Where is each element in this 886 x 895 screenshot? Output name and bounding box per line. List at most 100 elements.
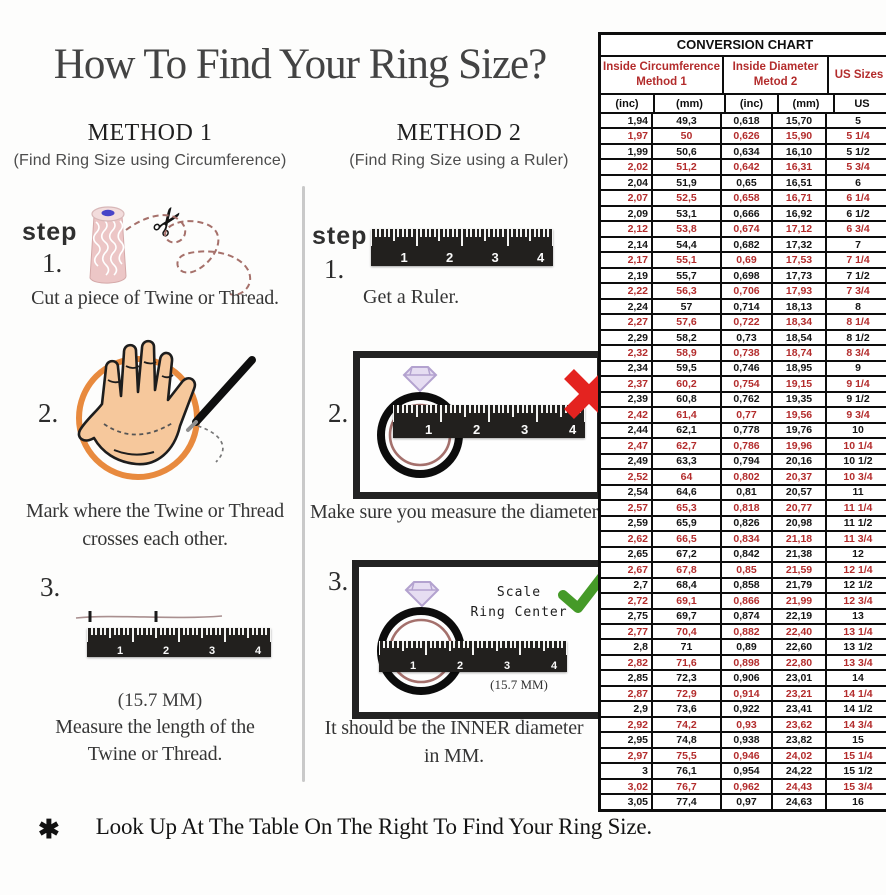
table-cell: 18,54 xyxy=(773,330,827,345)
table-cell: 6 1/4 xyxy=(846,192,870,205)
table-cell: 12 1/2 xyxy=(843,579,873,592)
ruler-tick xyxy=(492,405,495,413)
method2-step3-number: 3. xyxy=(328,566,349,596)
ruler-tick xyxy=(519,641,521,655)
table-cell: 5 1/2 xyxy=(846,145,870,158)
table-cell: 14 1/2 xyxy=(843,703,873,716)
table-row: 2,65 67,2 0,842 21,38 12 xyxy=(601,547,886,564)
table-cell: 6 3/4 xyxy=(846,223,870,236)
ruler-tick xyxy=(420,229,423,237)
ruler-tick xyxy=(488,405,490,422)
ruler-tick xyxy=(531,405,534,413)
table-cell: 10 1/4 xyxy=(843,439,873,452)
table-cell: 0,93 xyxy=(722,717,773,732)
table-cell: 2,19 xyxy=(601,268,653,283)
ruler-tick xyxy=(429,229,432,237)
table-row: 2,72 69,1 0,866 21,99 12 3/4 xyxy=(601,594,886,610)
table-row: 3,02 76,7 0,962 24,43 15 3/4 xyxy=(601,779,886,796)
ruler-tick xyxy=(237,628,240,635)
method1-step2-number: 2. xyxy=(38,398,59,428)
ruler-image: 1 2 3 4 xyxy=(371,229,553,266)
ruler-tick xyxy=(442,229,445,237)
table-cell: 53,1 xyxy=(653,206,722,221)
ruler-tick xyxy=(555,405,558,413)
table-cell: 2,75 xyxy=(601,609,653,623)
ruler-tick xyxy=(438,229,441,241)
table-cell: 2,32 xyxy=(601,346,653,360)
table-cell: 18,34 xyxy=(773,315,827,329)
ruler-tick xyxy=(397,229,400,237)
table-cell: 20,16 xyxy=(773,454,827,469)
table-cell: 17,53 xyxy=(773,253,827,267)
ruler-tick xyxy=(467,641,470,648)
table-cell: 0,674 xyxy=(722,222,773,236)
ruler-tick xyxy=(486,641,489,648)
table-cell: 22,60 xyxy=(773,640,827,654)
table-cell: 12 1/4 xyxy=(843,563,873,576)
table-cell: 2,95 xyxy=(601,733,653,747)
table-row: 2,62 66,5 0,834 21,18 11 3/4 xyxy=(601,532,886,548)
method1-subheading: (Find Ring Size using Circumference) xyxy=(13,152,287,169)
table-cell: 2,65 xyxy=(601,547,653,562)
table-row: 2,34 59,5 0,746 18,95 9 xyxy=(601,361,886,378)
table-cell: 19,15 xyxy=(773,377,827,391)
table-cell: 69,7 xyxy=(653,609,722,623)
ruler-tick xyxy=(449,405,452,413)
table-cell: 17,12 xyxy=(773,222,827,236)
table-row: 2,39 60,8 0,762 19,35 9 1/2 xyxy=(601,392,886,409)
ruler-tick xyxy=(552,229,553,246)
ruler-tick xyxy=(502,405,505,413)
table-row: 2,19 55,7 0,698 17,73 7 1/2 xyxy=(601,268,886,285)
ruler-tick xyxy=(478,405,481,413)
ruler-tick xyxy=(164,628,167,635)
table-cell: 0,794 xyxy=(722,454,773,469)
method1-step3-caption-line2: Twine or Thread. xyxy=(87,743,223,765)
table-cell: 2,9 xyxy=(601,702,653,716)
ruler-tick xyxy=(443,641,446,648)
table-cell: 22,80 xyxy=(773,655,827,670)
ruler-tick xyxy=(416,405,418,417)
ruler-tick xyxy=(210,628,213,635)
table-cell: 0,65 xyxy=(722,175,773,190)
table-cell: 0,746 xyxy=(722,361,773,376)
table-cell: 2,27 xyxy=(601,315,653,329)
method2-step1-number: 1. xyxy=(324,254,345,284)
ruler-number: 2 xyxy=(446,250,454,265)
group-header-line: US Sizes xyxy=(834,68,884,81)
table-cell: 7 3/4 xyxy=(846,285,870,298)
ruler-tick xyxy=(256,628,259,635)
table-cell: 20,37 xyxy=(773,470,827,484)
table-cell: 2,72 xyxy=(601,594,653,608)
table-row: 2,57 65,3 0,818 20,77 11 1/4 xyxy=(601,501,886,517)
table-cell: 6 xyxy=(855,176,861,189)
table-cell: 18,74 xyxy=(773,346,827,360)
table-cell: 0,938 xyxy=(722,733,773,747)
method1-heading: METHOD 1 xyxy=(87,120,213,146)
table-cell: 2,17 xyxy=(601,253,653,267)
table-cell: 0,618 xyxy=(722,114,773,128)
table-cell: 0,85 xyxy=(722,563,773,577)
ruler-tick xyxy=(434,641,437,648)
table-cell: 0,898 xyxy=(722,655,773,670)
hand-illustration xyxy=(76,339,256,480)
table-cell: 15 xyxy=(852,734,864,747)
ruler-number: 1 xyxy=(425,422,433,437)
method2-step-label: step xyxy=(312,222,368,250)
ruler-tick xyxy=(495,641,498,651)
ruler-tick xyxy=(178,628,180,642)
table-cell: 0,706 xyxy=(722,284,773,298)
table-row: 2,97 75,5 0,946 24,02 15 1/4 xyxy=(601,748,886,765)
table-cell: 0,858 xyxy=(722,578,773,593)
table-cell: 57,6 xyxy=(653,315,722,329)
ruler-tick xyxy=(433,229,436,237)
table-cell: 0,778 xyxy=(722,423,773,438)
table-cell: 0,914 xyxy=(722,686,773,701)
table-cell: 76,1 xyxy=(653,764,722,778)
ruler-tick xyxy=(523,641,526,648)
table-cell: 2,62 xyxy=(601,532,653,546)
table-cell: 0,73 xyxy=(722,330,773,345)
table-cell: 2,22 xyxy=(601,284,653,298)
method2-step1-caption: Get a Ruler. xyxy=(363,286,460,308)
ruler-tick xyxy=(473,405,476,413)
ruler-tick xyxy=(410,229,413,237)
